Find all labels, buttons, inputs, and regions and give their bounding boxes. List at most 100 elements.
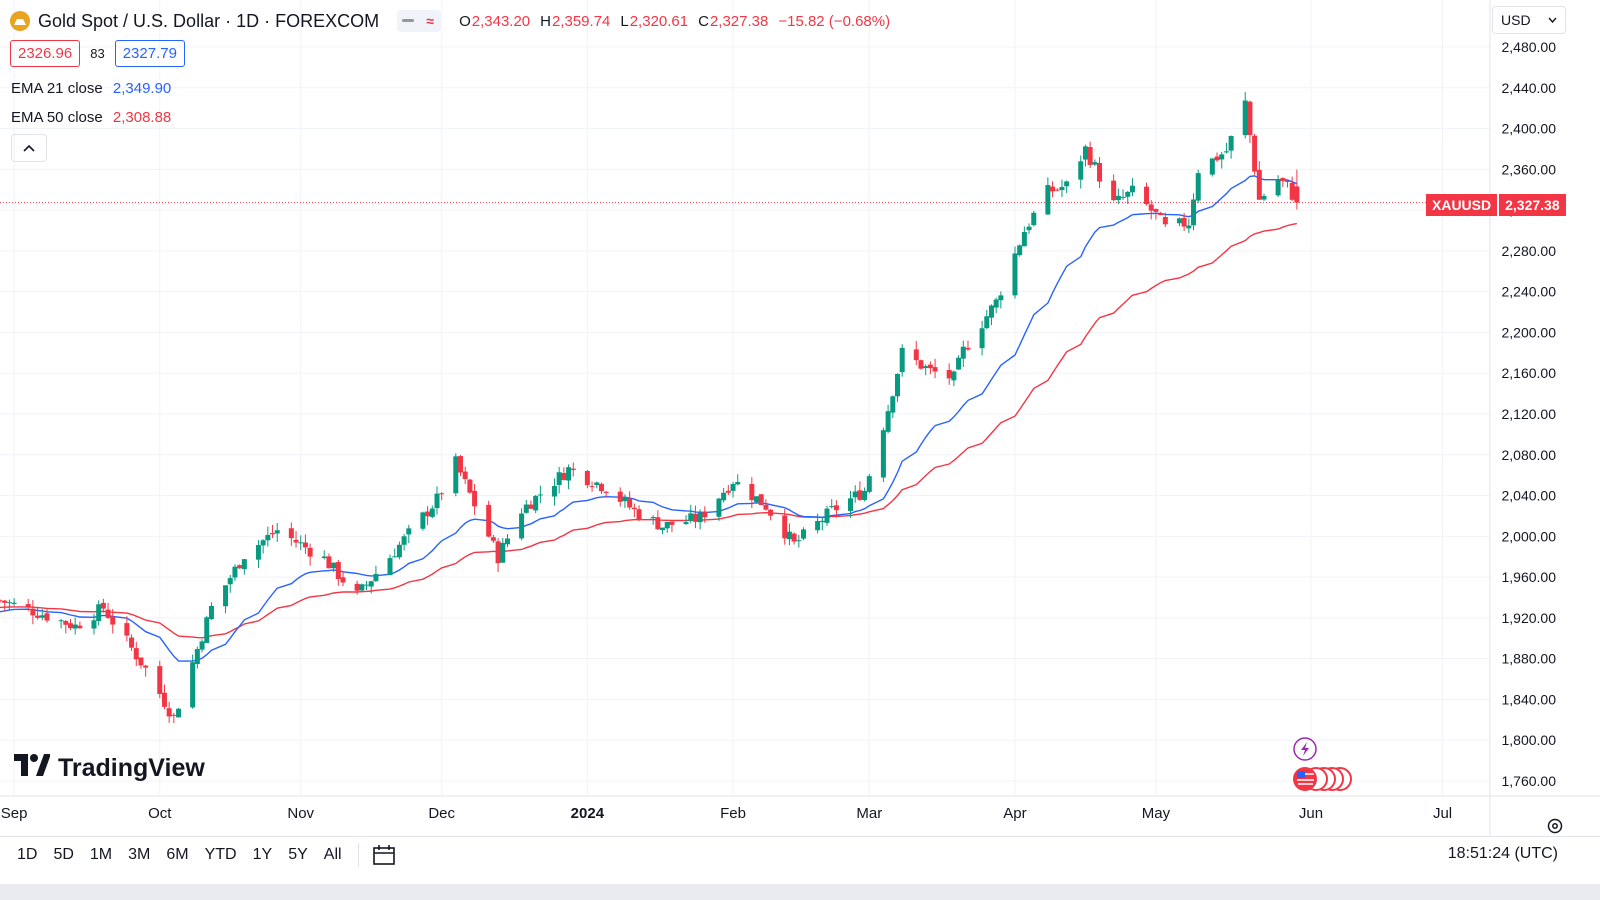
legend-toggles: ≈: [397, 10, 442, 32]
range-5d-button[interactable]: 5D: [53, 846, 74, 863]
time-tick-label: Nov: [287, 805, 314, 822]
candle: [735, 474, 741, 486]
range-6m-button[interactable]: 6M: [166, 846, 189, 863]
candle: [274, 523, 280, 542]
candle: [725, 485, 731, 496]
price-tick-label: 2,120.00: [1502, 406, 1557, 422]
candle: [786, 523, 792, 546]
time-tick-label: Dec: [428, 805, 455, 822]
time-tick-label: Sep: [1, 805, 28, 822]
candle: [260, 539, 266, 554]
low-value: 2,320.61: [629, 12, 689, 30]
candle: [1242, 92, 1248, 139]
candle: [824, 505, 830, 526]
range-5y-button[interactable]: 5Y: [288, 846, 308, 863]
price-tick-label: 1,760.00: [1502, 773, 1557, 789]
economic-events[interactable]: [1288, 734, 1358, 794]
candle: [801, 527, 807, 541]
candle: [293, 530, 299, 548]
price-axis[interactable]: 1,760.00 1,800.00 1,840.00 1,880.00 1,920.00…: [1489, 0, 1557, 836]
spread-value: 83: [90, 46, 105, 61]
candle: [472, 483, 478, 515]
candle: [457, 454, 463, 477]
minus-icon[interactable]: [397, 10, 419, 32]
collapse-legend-button[interactable]: [11, 134, 47, 162]
buy-price-button[interactable]: 2327.79: [114, 40, 185, 67]
range-1m-button[interactable]: 1M: [89, 846, 113, 863]
candle: [833, 500, 839, 518]
candle: [91, 614, 97, 635]
candle: [631, 503, 637, 518]
symbol-legend: Gold Spot / U.S. Dollar · 1D · FOREXCOM …: [10, 8, 900, 34]
approx-icon[interactable]: ≈: [426, 13, 434, 29]
candle: [434, 486, 440, 515]
utc-clock[interactable]: 18:51:24 (UTC): [1447, 845, 1558, 862]
candle: [716, 497, 722, 521]
candle: [1223, 142, 1229, 154]
candle: [270, 524, 276, 539]
candle: [594, 481, 600, 489]
candle: [561, 467, 567, 481]
ema50-line[interactable]: [0, 222, 1298, 639]
candle: [702, 506, 708, 523]
range-1y-button[interactable]: 1Y: [252, 846, 273, 863]
indicator-name: EMA 21 close: [11, 80, 103, 97]
candle: [979, 320, 985, 356]
candle: [664, 521, 670, 533]
candle: [848, 490, 854, 518]
candle: [138, 657, 144, 669]
indicator-ema21[interactable]: EMA 21 close 2,349.90: [11, 80, 171, 97]
candle: [763, 499, 769, 511]
candle: [364, 580, 370, 590]
open-label: O: [459, 12, 471, 30]
candle: [321, 550, 327, 560]
candle: [420, 511, 426, 531]
candle: [392, 548, 398, 558]
candle: [30, 600, 36, 625]
bid-ask: 2326.96 83 2327.79: [10, 40, 185, 67]
candle: [2, 599, 8, 611]
candle: [166, 701, 172, 723]
candle: [1087, 141, 1093, 169]
toolbar-divider: [357, 843, 359, 867]
currency-selector[interactable]: USD: [1492, 6, 1566, 34]
range-all-button[interactable]: All: [323, 846, 342, 863]
candle: [627, 491, 633, 510]
candle: [1181, 212, 1187, 232]
candle: [105, 602, 111, 620]
candle: [1153, 208, 1159, 220]
candle: [1012, 246, 1018, 299]
candle: [951, 370, 957, 387]
candle: [1059, 179, 1065, 198]
candle: [208, 602, 214, 620]
candle: [692, 505, 698, 529]
candle: [129, 634, 135, 651]
candle: [161, 684, 167, 710]
go-to-date-button[interactable]: [371, 843, 397, 867]
candle: [932, 358, 938, 379]
candle: [425, 506, 431, 526]
ema21-line[interactable]: [0, 175, 1298, 662]
candle: [11, 598, 17, 607]
indicator-name: EMA 50 close: [11, 109, 103, 126]
tradingview-logo[interactable]: TradingView: [14, 754, 205, 783]
range-3m-button[interactable]: 3M: [128, 846, 151, 863]
sell-price-button[interactable]: 2326.96: [10, 40, 81, 67]
candle: [721, 487, 727, 503]
lightning-icon[interactable]: [1293, 737, 1317, 761]
candle: [566, 464, 572, 490]
indicator-ema50[interactable]: EMA 50 close 2,308.88: [11, 109, 171, 126]
candle: [439, 492, 445, 501]
gear-icon[interactable]: [1546, 817, 1564, 840]
symbol-title[interactable]: Gold Spot / U.S. Dollar · 1D · FOREXCOM: [38, 10, 380, 31]
price-chart[interactable]: 1,760.00 1,800.00 1,840.00 1,880.00 1,920.00…: [0, 0, 1600, 836]
candle: [1162, 212, 1168, 227]
range-1d-button[interactable]: 1D: [17, 846, 38, 863]
range-ytd-button[interactable]: YTD: [204, 846, 237, 863]
time-axis[interactable]: Sep Oct Nov Dec 2024 Feb Mar Apr May Jun Jul: [0, 795, 1600, 822]
candle: [880, 427, 886, 482]
us-flag-icon[interactable]: [1293, 767, 1352, 791]
candle: [171, 712, 177, 724]
candle: [1115, 188, 1121, 204]
